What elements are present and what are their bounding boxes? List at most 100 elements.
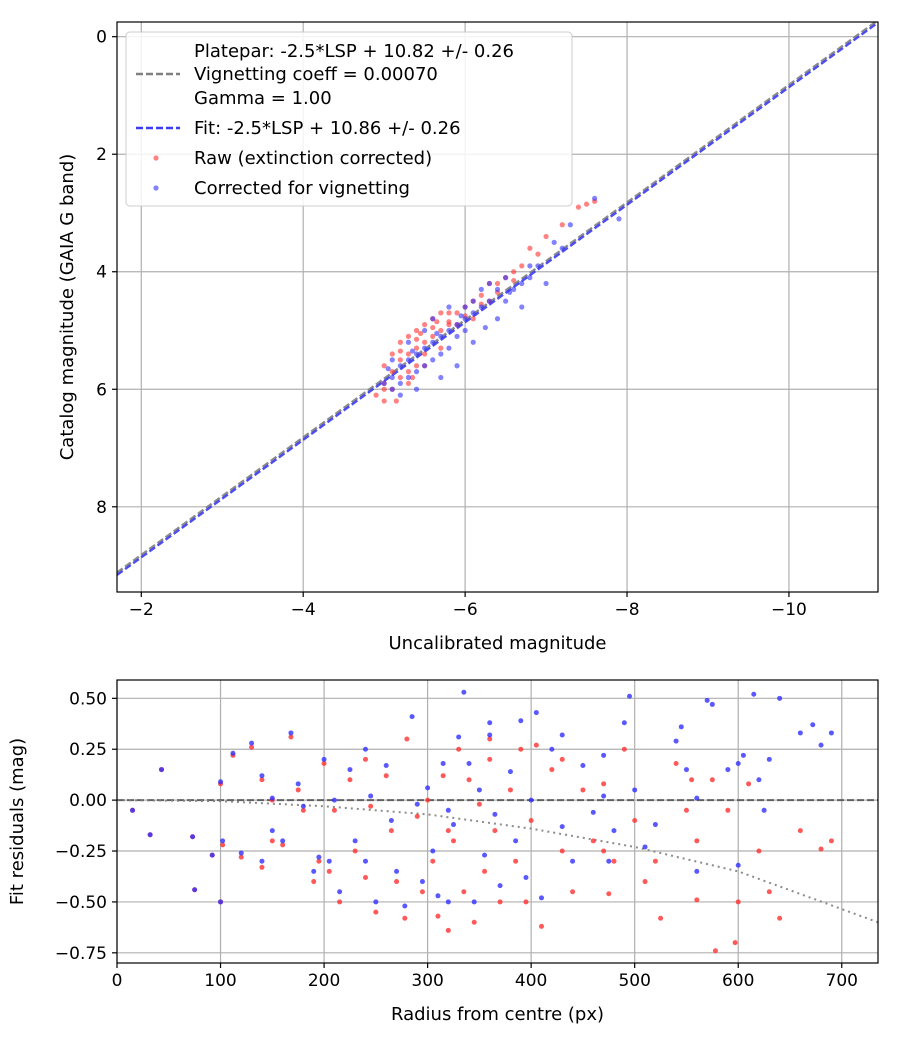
data-point xyxy=(458,313,464,319)
data-point xyxy=(756,777,762,783)
data-point xyxy=(470,310,476,316)
data-point xyxy=(462,327,468,334)
data-point xyxy=(300,807,306,813)
data-point xyxy=(601,752,607,758)
data-point xyxy=(507,769,513,775)
data-point xyxy=(419,889,425,895)
data-point xyxy=(430,848,436,854)
data-point xyxy=(533,742,539,748)
data-point xyxy=(606,858,612,864)
data-point xyxy=(559,756,565,762)
data-point xyxy=(295,781,301,787)
data-point xyxy=(402,915,408,921)
legend-label: Raw (extinction corrected) xyxy=(194,148,432,169)
data-point xyxy=(454,333,460,339)
data-point xyxy=(732,940,738,946)
data-point xyxy=(192,887,198,893)
y-tick-label: −0.50 xyxy=(55,893,107,913)
x-tick-label: 600 xyxy=(722,971,754,991)
data-point xyxy=(570,858,576,864)
data-point xyxy=(810,722,816,728)
data-point xyxy=(689,777,695,783)
data-point xyxy=(559,824,565,830)
data-point xyxy=(539,895,544,901)
data-point xyxy=(511,269,517,275)
data-point xyxy=(326,858,332,864)
y-tick-label: −0.75 xyxy=(55,944,107,964)
data-point xyxy=(218,779,224,785)
data-point xyxy=(438,333,444,339)
data-point xyxy=(397,339,403,345)
data-point xyxy=(592,195,598,201)
data-point xyxy=(159,767,165,773)
y-tick-label: 8 xyxy=(96,498,107,518)
data-point xyxy=(446,319,452,325)
data-point xyxy=(454,310,460,316)
data-point xyxy=(766,889,772,895)
data-point xyxy=(456,734,462,740)
data-point xyxy=(295,787,301,793)
reference-line xyxy=(117,799,878,924)
data-point xyxy=(446,327,452,334)
data-point xyxy=(331,807,337,813)
data-point xyxy=(482,868,488,874)
data-point xyxy=(288,734,294,740)
data-point xyxy=(422,339,428,345)
data-point xyxy=(725,807,731,813)
data-point xyxy=(249,740,255,746)
data-point xyxy=(503,275,509,281)
data-point xyxy=(559,245,565,251)
data-point xyxy=(381,363,387,369)
data-point xyxy=(709,777,715,783)
data-point xyxy=(425,797,431,803)
data-point xyxy=(559,732,565,738)
data-point xyxy=(405,374,412,381)
data-point xyxy=(470,298,476,304)
data-point xyxy=(446,304,452,310)
data-point xyxy=(445,807,451,813)
data-point xyxy=(402,903,408,909)
data-point xyxy=(527,275,533,281)
data-point xyxy=(570,889,576,895)
data-point xyxy=(362,874,368,880)
data-point xyxy=(414,801,420,807)
data-point xyxy=(413,327,420,334)
data-point xyxy=(543,280,549,287)
data-point xyxy=(694,795,700,801)
data-point xyxy=(482,852,488,858)
data-point xyxy=(300,803,306,809)
data-point xyxy=(422,345,428,351)
data-point xyxy=(422,351,428,357)
y-tick-label: −0.25 xyxy=(55,842,107,862)
data-point xyxy=(549,767,555,773)
data-point xyxy=(549,746,555,752)
data-point xyxy=(486,280,492,287)
data-point xyxy=(397,348,403,354)
data-point xyxy=(451,822,456,828)
data-point xyxy=(590,838,596,844)
data-point xyxy=(694,897,700,903)
legend: Platepar: -2.5*LSP + 10.82 +/- 0.26Vigne… xyxy=(125,31,573,207)
data-point xyxy=(797,730,803,736)
data-point xyxy=(445,927,451,933)
data-point xyxy=(523,874,529,880)
data-point xyxy=(470,339,476,345)
data-point xyxy=(451,838,456,844)
plot-area xyxy=(117,22,878,576)
data-point xyxy=(583,201,590,207)
data-point xyxy=(362,756,368,762)
data-point xyxy=(249,744,255,750)
y-tick-label: 0.00 xyxy=(69,791,107,811)
data-point xyxy=(478,304,484,310)
axes-frame xyxy=(116,21,879,593)
data-point xyxy=(417,330,424,337)
data-point xyxy=(507,289,513,295)
data-point xyxy=(704,697,710,703)
data-point xyxy=(533,710,539,716)
data-point xyxy=(440,760,446,766)
x-tick-label: −4 xyxy=(291,600,316,620)
data-point xyxy=(394,868,400,874)
data-point xyxy=(397,380,403,386)
data-point xyxy=(652,858,658,864)
